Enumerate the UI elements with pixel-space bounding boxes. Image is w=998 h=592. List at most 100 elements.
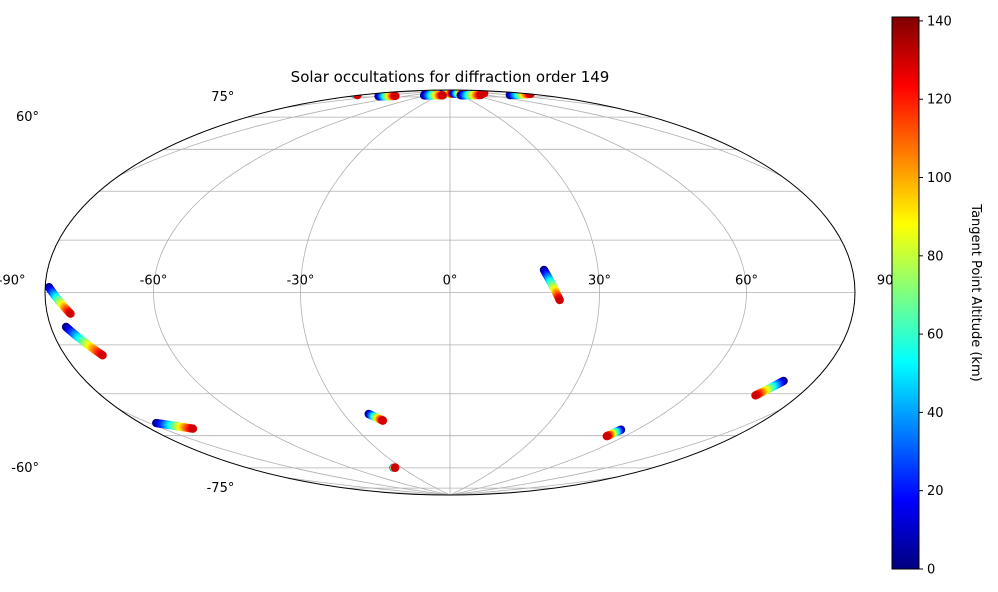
chart-title: Solar occultations for diffraction order… xyxy=(291,68,610,86)
track-point xyxy=(951,432,959,440)
track-point xyxy=(0,392,4,400)
track-point xyxy=(957,432,965,440)
track-point xyxy=(869,338,877,346)
track-point xyxy=(0,392,2,400)
track-point xyxy=(871,336,879,344)
track-point xyxy=(816,405,825,414)
track-point xyxy=(858,350,866,358)
track-point xyxy=(953,432,961,440)
occultation-track xyxy=(389,463,400,472)
longitude-tick-label: 0° xyxy=(443,274,458,289)
track-point xyxy=(820,404,830,413)
track-point xyxy=(812,406,821,415)
track-point xyxy=(378,416,388,425)
track-point xyxy=(954,432,962,440)
track-point xyxy=(874,393,882,401)
track-point xyxy=(882,390,890,398)
track-point xyxy=(824,403,834,412)
track-point xyxy=(438,91,448,100)
track-point xyxy=(867,340,875,348)
track-point xyxy=(832,400,842,410)
track-point xyxy=(877,329,885,337)
track-point xyxy=(835,400,845,409)
track-point xyxy=(948,433,956,441)
track-point xyxy=(555,295,564,305)
track-point xyxy=(849,356,855,365)
colorbar-tick-label: 20 xyxy=(927,484,944,499)
occultation-track xyxy=(751,376,788,400)
track-point xyxy=(881,391,889,399)
track-point xyxy=(856,351,864,359)
track-point xyxy=(830,401,839,411)
track-point xyxy=(872,393,880,401)
track-point xyxy=(868,339,876,347)
colorbar-tick-label: 100 xyxy=(927,171,952,186)
track-point xyxy=(949,433,957,441)
latitude-tick-label: 60° xyxy=(16,110,39,125)
track-point xyxy=(870,337,878,345)
track-point xyxy=(883,390,891,398)
colorbar-gradient xyxy=(891,16,920,570)
track-point xyxy=(875,393,883,401)
latitude-tick-label: -75° xyxy=(207,481,235,496)
occultation-track xyxy=(0,444,8,453)
track-point xyxy=(873,333,881,341)
track-point xyxy=(810,406,820,416)
track-point xyxy=(877,392,885,400)
track-point xyxy=(956,432,964,440)
track-point xyxy=(828,402,838,411)
track-point xyxy=(0,444,5,452)
track-point xyxy=(934,434,942,442)
track-point xyxy=(955,432,963,440)
latitude-tick-labels: 75°60°45°30°15°0°-15°-30°-45°-60°-75° xyxy=(11,90,235,496)
track-point xyxy=(813,405,823,415)
track-point xyxy=(821,403,831,413)
track-point xyxy=(841,398,850,408)
track-point xyxy=(872,335,880,343)
occultation-track xyxy=(539,265,564,305)
latitude-tick-label: -60° xyxy=(11,461,39,476)
track-point xyxy=(834,400,843,410)
track-point xyxy=(0,444,3,452)
track-point xyxy=(865,396,873,404)
track-point xyxy=(937,434,945,442)
track-point xyxy=(838,399,847,408)
track-point xyxy=(0,444,6,452)
track-point xyxy=(866,342,874,350)
track-point xyxy=(831,401,840,410)
track-point xyxy=(839,399,849,408)
occultation-track xyxy=(809,398,853,416)
meridian-line xyxy=(45,90,451,495)
track-point xyxy=(866,395,874,403)
occultation-track xyxy=(848,329,885,367)
track-point xyxy=(855,352,863,360)
track-point xyxy=(66,309,75,318)
track-point xyxy=(817,404,827,414)
track-point xyxy=(98,351,107,360)
colorbar-tick-label: 60 xyxy=(927,328,944,343)
track-point xyxy=(851,355,855,364)
track-point xyxy=(853,353,855,362)
occultation-track xyxy=(0,382,6,401)
occultation-track xyxy=(456,90,486,100)
occultation-track xyxy=(45,282,75,318)
track-point xyxy=(879,391,887,399)
track-point xyxy=(935,434,943,442)
track-point xyxy=(751,391,760,400)
track-point xyxy=(826,402,835,412)
track-point xyxy=(942,433,950,441)
track-point xyxy=(876,392,884,400)
track-point xyxy=(880,391,888,399)
track-point xyxy=(875,331,883,339)
track-point xyxy=(859,349,867,357)
track-point xyxy=(864,396,872,404)
colorbar-label: Tangent Point Altitude (km) xyxy=(968,203,983,381)
track-point xyxy=(936,434,944,442)
track-point xyxy=(842,398,851,407)
track-point xyxy=(929,435,937,443)
occultation-track xyxy=(152,418,198,433)
track-point xyxy=(391,91,400,101)
meridian-line xyxy=(449,90,855,495)
colorbar-tick-label: 40 xyxy=(927,406,944,421)
